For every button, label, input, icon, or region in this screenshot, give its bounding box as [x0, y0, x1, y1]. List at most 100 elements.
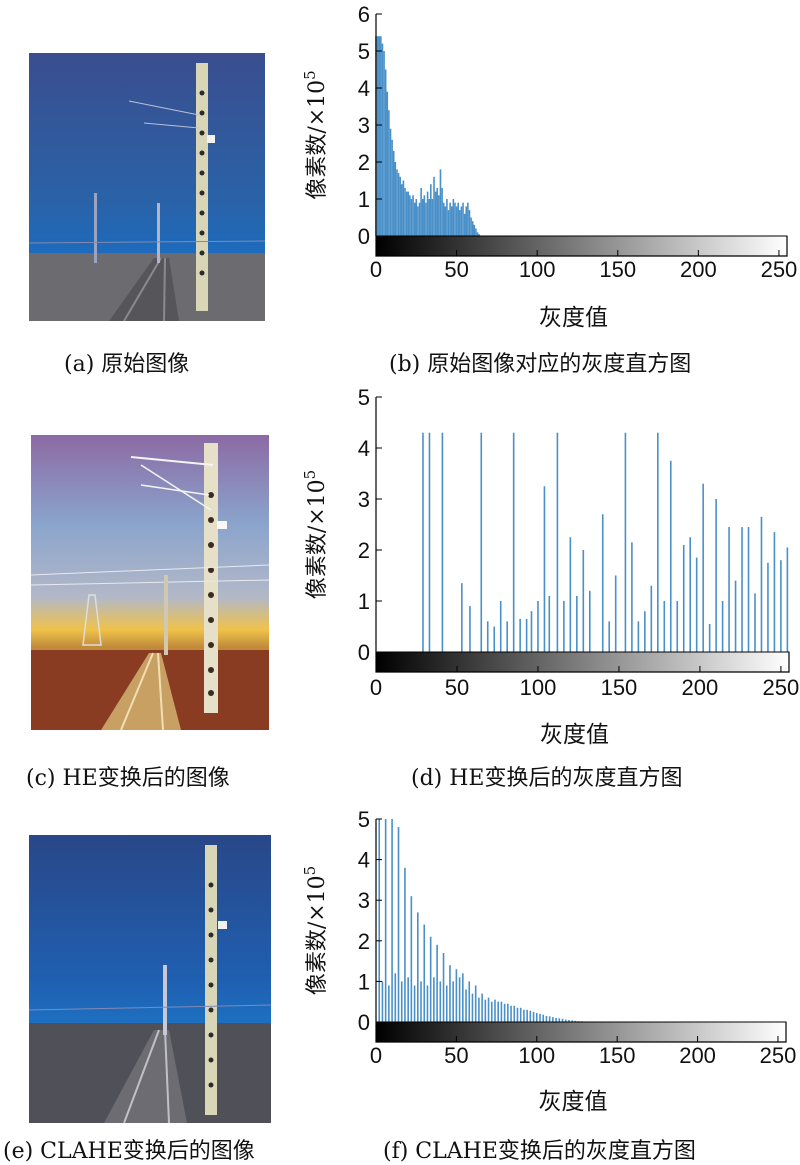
- x-tick-label: 100: [519, 257, 556, 282]
- histogram-bar: [441, 187, 443, 236]
- histogram-bar: [384, 69, 387, 236]
- histogram-bar: [530, 611, 533, 652]
- histogram-bar: [497, 1001, 499, 1022]
- histogram-bar: [388, 110, 390, 236]
- grayscale-colorbar: [375, 651, 790, 673]
- histogram-bar: [400, 184, 403, 236]
- histogram-bar: [500, 1001, 503, 1022]
- y-tick-label: 3: [358, 113, 370, 138]
- x-tick-label: 150: [601, 675, 638, 700]
- histogram-bar: [563, 601, 565, 652]
- histogram-bar: [556, 432, 559, 652]
- histogram-bar: [484, 999, 487, 1022]
- x-tick-label: 250: [763, 675, 800, 700]
- histogram-bar: [431, 199, 434, 236]
- y-tick-label: 2: [358, 929, 370, 954]
- y-tick-label: 0: [358, 1010, 370, 1035]
- y-tick-label: 1: [358, 589, 370, 614]
- x-tick-label: 150: [599, 1043, 636, 1068]
- histogram-bar: [689, 537, 691, 652]
- histogram-bar: [588, 590, 591, 652]
- histogram-bar: [462, 973, 464, 1022]
- histogram-bar: [537, 601, 539, 652]
- histogram-bar: [386, 91, 389, 236]
- histogram-bar: [525, 618, 528, 652]
- histogram-bar: [529, 1010, 532, 1022]
- histogram-bar: [404, 867, 406, 1022]
- histogram-bar: [548, 1016, 551, 1022]
- histogram-bar: [487, 997, 490, 1022]
- histogram-bar: [434, 191, 437, 236]
- caption-f: (f) CLAHE变换后的灰度直方图: [383, 1139, 696, 1164]
- histogram-bar: [481, 993, 483, 1022]
- x-tick-label: 0: [370, 257, 382, 282]
- y-tick-label: 1: [358, 187, 370, 212]
- histogram-bar: [445, 985, 448, 1022]
- x-tick-label: 0: [370, 675, 382, 700]
- histogram-bar: [624, 432, 627, 652]
- histogram-bar: [383, 51, 385, 236]
- histogram-bar: [657, 432, 659, 652]
- histogram-bar: [490, 1001, 493, 1022]
- histogram-bar: [439, 169, 442, 236]
- histogram-bar: [399, 176, 401, 236]
- histogram-bar: [430, 184, 432, 236]
- photo-original: [29, 53, 265, 321]
- y-tick-label: 5: [358, 385, 370, 410]
- histogram-bar: [462, 202, 464, 236]
- histogram-bar: [471, 221, 474, 236]
- histogram-bar: [569, 537, 572, 652]
- x-tick-label: 150: [599, 257, 636, 282]
- histogram-bar: [460, 206, 463, 236]
- histogram-bar: [493, 626, 496, 652]
- histogram-bar: [410, 896, 413, 1022]
- y-tick-label: 4: [358, 436, 370, 461]
- histogram-bar: [450, 206, 453, 236]
- histogram-bar: [378, 819, 381, 1022]
- histogram-bar: [438, 195, 440, 236]
- histogram-bar: [458, 977, 461, 1022]
- histogram-bar: [389, 128, 392, 236]
- x-axis-label: 灰度值: [540, 722, 609, 748]
- histogram-bar: [459, 210, 461, 236]
- x-tick-label: 50: [445, 675, 469, 700]
- histogram-bar: [486, 621, 489, 652]
- histogram-bar: [405, 191, 408, 236]
- histogram-bar: [663, 601, 666, 652]
- histogram-bar: [526, 1009, 528, 1022]
- histogram-bar: [467, 202, 469, 236]
- histogram-bar: [754, 593, 756, 652]
- y-tick-label: 6: [358, 2, 370, 27]
- axis-frame: [375, 819, 787, 1043]
- y-tick-label: 3: [358, 888, 370, 913]
- x-tick-label: 200: [682, 675, 719, 700]
- y-axis-label: 像素数/×105: [301, 470, 330, 599]
- histogram-bar: [384, 819, 387, 1022]
- histogram-bar: [454, 202, 456, 236]
- histogram-bar: [571, 1020, 573, 1022]
- histogram-bar: [548, 595, 551, 652]
- histogram-bar: [455, 969, 458, 1022]
- x-tick-label: 200: [680, 257, 717, 282]
- histogram-bar: [568, 1019, 570, 1022]
- y-tick-label: 0: [358, 224, 370, 249]
- histogram-bar: [380, 36, 382, 237]
- y-tick-label: 0: [358, 640, 370, 665]
- histogram-bar: [422, 432, 424, 652]
- histogram-bar: [543, 486, 546, 652]
- x-tick-label: 250: [761, 257, 798, 282]
- histogram-bar: [397, 827, 400, 1022]
- caption-d: (d) HE变换后的灰度直方图: [411, 766, 683, 791]
- histogram-bar: [429, 936, 432, 1022]
- axis-frame: [375, 14, 788, 257]
- histogram-bar: [506, 621, 508, 652]
- histogram-bar: [608, 621, 611, 652]
- histogram-bar: [442, 952, 445, 1022]
- histogram-bar: [397, 173, 400, 236]
- y-tick-label: 5: [358, 807, 370, 832]
- histogram-bar: [747, 527, 750, 652]
- histogram-bar: [426, 191, 429, 236]
- histogram-bar: [441, 432, 444, 652]
- histogram-bar: [410, 199, 413, 236]
- photo-he: [31, 435, 269, 730]
